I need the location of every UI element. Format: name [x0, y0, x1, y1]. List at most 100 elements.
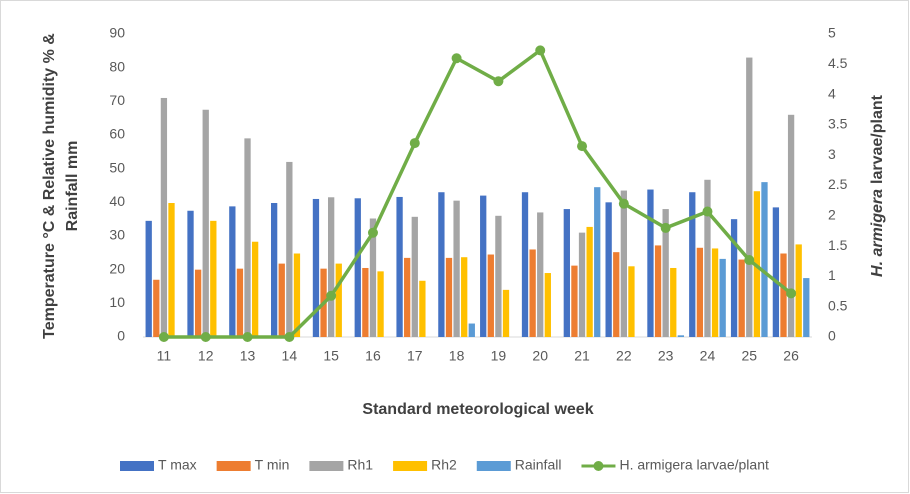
- y2-tick-label: 2: [828, 207, 836, 223]
- bar: [571, 265, 578, 337]
- bar: [803, 278, 810, 337]
- y-tick-label: 60: [109, 126, 125, 142]
- line-marker: [409, 138, 420, 149]
- line-marker: [200, 332, 211, 342]
- y2-tick-label: 2.5: [828, 176, 848, 192]
- y2-tick-label: 0.5: [828, 297, 848, 313]
- line-marker: [158, 332, 169, 342]
- bar: [453, 200, 460, 337]
- x-tick-label: 16: [365, 348, 381, 364]
- legend-swatch: [216, 461, 251, 471]
- x-tick-label: 26: [783, 348, 799, 364]
- y-tick-label: 40: [109, 193, 125, 209]
- bar: [251, 241, 259, 337]
- bar: [278, 263, 285, 337]
- y2-tick-label: 1.5: [828, 237, 848, 253]
- bar: [780, 253, 787, 337]
- x-tick-label: 12: [198, 348, 214, 364]
- bar: [396, 196, 403, 337]
- x-tick-label: 11: [157, 348, 172, 364]
- y2-tick-label: 3: [828, 146, 836, 162]
- bar: [270, 203, 278, 337]
- bar: [544, 273, 551, 337]
- bar: [647, 189, 654, 337]
- bar: [746, 57, 753, 338]
- bar: [411, 216, 418, 337]
- bar: [487, 254, 494, 337]
- bar: [696, 247, 704, 337]
- bar: [677, 335, 685, 337]
- bar: [229, 206, 236, 337]
- bar: [537, 212, 544, 337]
- bar: [362, 267, 369, 337]
- line-marker: [493, 76, 504, 87]
- bar: [145, 220, 152, 337]
- y2-axis-title-italic: H. armigera: [869, 189, 886, 277]
- legend-swatch: [309, 461, 344, 471]
- y2-axis-title-rest: larvae/plant: [869, 94, 886, 184]
- bar: [168, 203, 175, 337]
- bar: [689, 192, 696, 337]
- y2-tick-label: 0: [828, 328, 836, 344]
- legend-label: Rainfall: [515, 457, 562, 473]
- line-marker: [451, 53, 462, 64]
- bar: [605, 202, 612, 337]
- bar: [730, 219, 738, 337]
- bar: [293, 253, 301, 337]
- x-tick-label: 23: [658, 348, 674, 364]
- bar: [502, 289, 510, 337]
- y2-tick-label: 1: [828, 267, 836, 283]
- bar: [495, 215, 502, 337]
- bar: [445, 257, 453, 337]
- bar: [719, 258, 726, 337]
- x-tick-label: 17: [407, 348, 423, 364]
- bar: [521, 192, 529, 337]
- bar: [328, 197, 335, 337]
- bar: [787, 114, 795, 337]
- y-tick-label: 70: [109, 92, 125, 108]
- bar: [613, 252, 620, 337]
- line-marker: [284, 332, 295, 342]
- y-tick-label: 80: [109, 58, 125, 74]
- legend-swatch: [593, 461, 604, 471]
- bar: [369, 218, 377, 337]
- bar: [620, 190, 627, 337]
- bar: [628, 266, 635, 337]
- bar: [419, 280, 426, 337]
- line-marker: [744, 255, 755, 266]
- bar: [377, 271, 384, 337]
- x-tick-label: 25: [741, 348, 757, 364]
- y-tick-label: 50: [109, 159, 125, 175]
- bar: [704, 179, 711, 337]
- x-tick-label: 14: [282, 348, 298, 364]
- x-tick-label: 20: [532, 348, 548, 364]
- bar: [711, 248, 719, 337]
- line-marker: [577, 141, 588, 152]
- x-tick-label: 18: [449, 348, 465, 364]
- bar: [160, 97, 168, 337]
- bar: [335, 263, 342, 337]
- bar: [662, 209, 669, 337]
- y-tick-label: 20: [109, 260, 125, 276]
- bar: [578, 232, 586, 337]
- bar: [772, 207, 780, 337]
- bar: [236, 268, 244, 337]
- bar: [761, 182, 768, 337]
- x-tick-label: 13: [240, 348, 256, 364]
- x-tick-label: 24: [700, 348, 716, 364]
- bar: [594, 187, 601, 337]
- bar: [738, 259, 745, 337]
- legend-label: T min: [255, 457, 290, 473]
- line: [163, 47, 793, 339]
- line-marker: [242, 332, 253, 342]
- line-marker: [326, 290, 337, 301]
- bar: [654, 245, 662, 337]
- x-tick-label: 19: [491, 348, 507, 364]
- line-marker: [786, 288, 797, 299]
- bar: [468, 323, 475, 337]
- y2-tick-label: 3.5: [828, 116, 848, 132]
- y2-tick-label: 5: [828, 25, 836, 41]
- line-marker: [618, 198, 629, 209]
